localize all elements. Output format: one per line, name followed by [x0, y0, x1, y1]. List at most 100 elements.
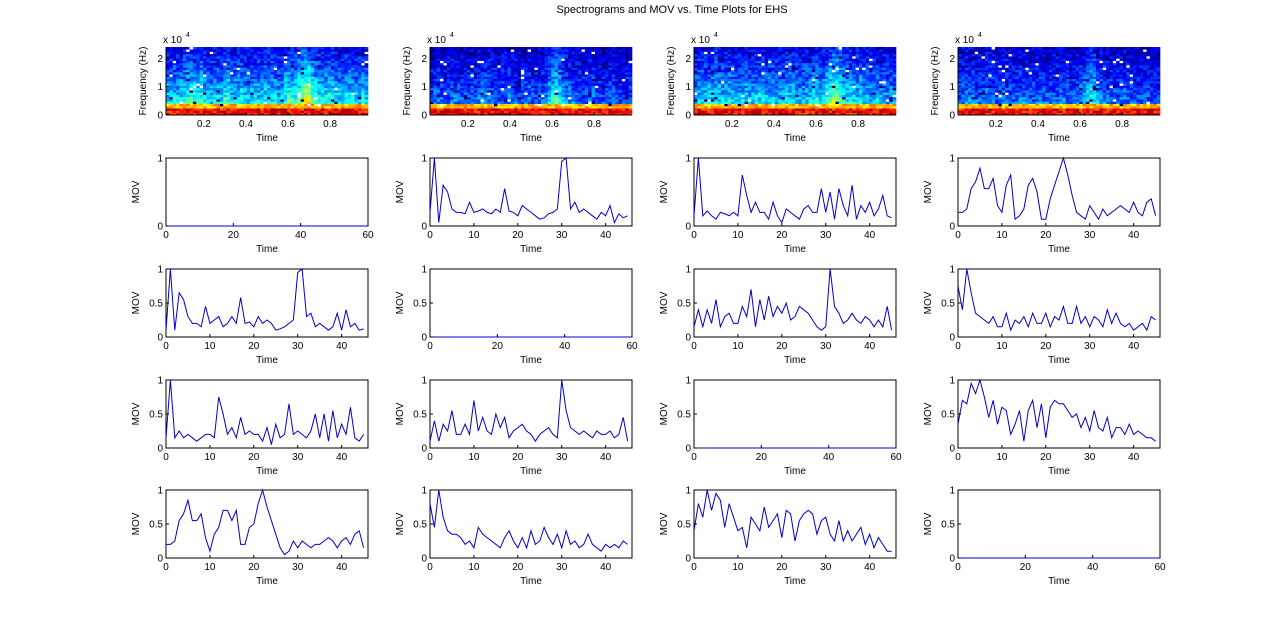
- spectrogram-cell: [605, 108, 609, 111]
- spectrogram-cell: [182, 90, 187, 93]
- spectrogram-cell: [223, 71, 227, 75]
- spectrogram-cell: [260, 56, 264, 59]
- spectrogram-cell: [805, 47, 809, 50]
- spectrogram-cell: [798, 96, 803, 100]
- spectrogram-cell: [744, 101, 749, 104]
- spectrogram-cell: [176, 49, 180, 52]
- spectrogram-cell: [169, 96, 174, 100]
- spectrogram-cell: [463, 108, 468, 111]
- spectrogram-cell: [537, 60, 542, 64]
- spectrogram-cell: [334, 65, 338, 68]
- spectrogram-cell: [477, 83, 481, 86]
- spectrogram-cell: [463, 51, 468, 55]
- spectrogram-cell: [307, 69, 312, 73]
- spectrogram-cell: [226, 105, 231, 109]
- spectrogram-cell: [731, 67, 735, 70]
- spectrogram-cell: [240, 56, 244, 59]
- spectrogram-cell: [588, 69, 592, 73]
- spectrogram-cell: [250, 60, 254, 64]
- spectrogram-cell: [744, 87, 749, 91]
- spectrogram-cell: [731, 47, 735, 50]
- y-tick-label: 2: [157, 54, 163, 65]
- spectrogram-cell: [233, 67, 237, 70]
- spectrogram-cell: [347, 96, 352, 100]
- spectrogram-cell: [601, 76, 606, 80]
- spectrogram-cell: [327, 81, 332, 84]
- spectrogram-cell: [774, 51, 779, 55]
- spectrogram-cell: [290, 101, 295, 104]
- spectrogram-cell: [246, 94, 251, 98]
- spectrogram-cell: [784, 94, 789, 98]
- spectrogram-cell: [731, 85, 735, 89]
- y-tick-label: 2: [421, 54, 427, 65]
- spectrogram-cell: [781, 92, 786, 95]
- spectrogram-cell: [357, 81, 362, 84]
- spectrogram-cell: [510, 83, 515, 86]
- spectrogram-cell: [493, 60, 498, 64]
- spectrogram-cell: [514, 96, 518, 100]
- spectrogram-cell: [307, 47, 312, 50]
- spectrogram-cell: [223, 103, 227, 107]
- spectrogram-cell: [341, 85, 345, 89]
- spectrogram-cell: [524, 69, 528, 73]
- spectrogram-cell: [253, 99, 258, 102]
- spectrogram-cell: [842, 56, 846, 59]
- spectrogram-cell: [825, 65, 829, 68]
- spectrogram-cell: [364, 103, 369, 107]
- spectrogram-cell: [757, 112, 762, 116]
- spectrogram-cell: [727, 92, 732, 95]
- spectrogram-cell: [808, 71, 813, 75]
- spectrogram-cell: [490, 85, 495, 89]
- spectrogram-cell: [450, 103, 454, 107]
- spectrogram-cell: [493, 78, 498, 82]
- spectrogram-cell: [354, 76, 359, 80]
- spectrogram-cell: [213, 96, 217, 100]
- spectrogram-cell: [196, 112, 200, 116]
- spectrogram-cell: [209, 67, 214, 70]
- spectrogram-cell: [621, 90, 626, 93]
- spectrogram-cell: [564, 58, 569, 61]
- spectrogram-cell: [615, 96, 619, 100]
- spectrogram-cell: [172, 53, 177, 57]
- spectrogram-cell: [838, 83, 843, 86]
- spectrogram-cell: [757, 67, 762, 70]
- spectrogram-cell: [456, 58, 461, 61]
- spectrogram-cell: [805, 83, 809, 86]
- spectrogram-cell: [731, 74, 735, 77]
- spectrogram-cell: [601, 81, 606, 84]
- spectrogram-cell: [588, 76, 592, 80]
- spectrogram-cell: [704, 90, 708, 93]
- spectrogram-cell: [440, 90, 444, 93]
- spectrogram-cell: [520, 105, 525, 109]
- spectrogram-cell: [557, 76, 562, 80]
- spectrogram-cell: [293, 74, 298, 77]
- spectrogram-cell: [781, 65, 786, 68]
- spectrogram-cell: [815, 105, 819, 109]
- spectrogram-cell: [310, 62, 315, 66]
- spectrogram-cell: [568, 67, 572, 70]
- spectrogram-cell: [497, 99, 501, 102]
- spectrogram-cell: [310, 56, 315, 59]
- spectrogram-cell: [700, 99, 705, 102]
- spectrogram-cell: [768, 99, 772, 102]
- spectrogram-cell: [216, 76, 221, 80]
- spectrogram-cell: [798, 58, 803, 61]
- spectrogram-cell: [771, 101, 776, 104]
- spectrogram-cell: [446, 103, 451, 107]
- spectrogram-cell: [219, 103, 224, 107]
- spectrogram-cell: [293, 81, 298, 84]
- spectrogram-cell: [290, 76, 295, 80]
- spectrogram-cell: [788, 87, 792, 91]
- spectrogram-cell: [784, 108, 789, 111]
- spectrogram-cell: [618, 87, 623, 91]
- spectrogram-cell: [734, 67, 739, 70]
- spectrogram-cell: [731, 112, 735, 116]
- spectrogram-cell: [483, 62, 488, 66]
- spectrogram-cell: [591, 96, 596, 100]
- spectrogram-cell: [273, 78, 278, 82]
- spectrogram-cell: [216, 103, 221, 107]
- spectrogram-cell: [297, 65, 301, 68]
- spectrogram-cell: [707, 103, 712, 107]
- spectrogram-cell: [446, 69, 451, 73]
- spectrogram-cell: [500, 71, 505, 75]
